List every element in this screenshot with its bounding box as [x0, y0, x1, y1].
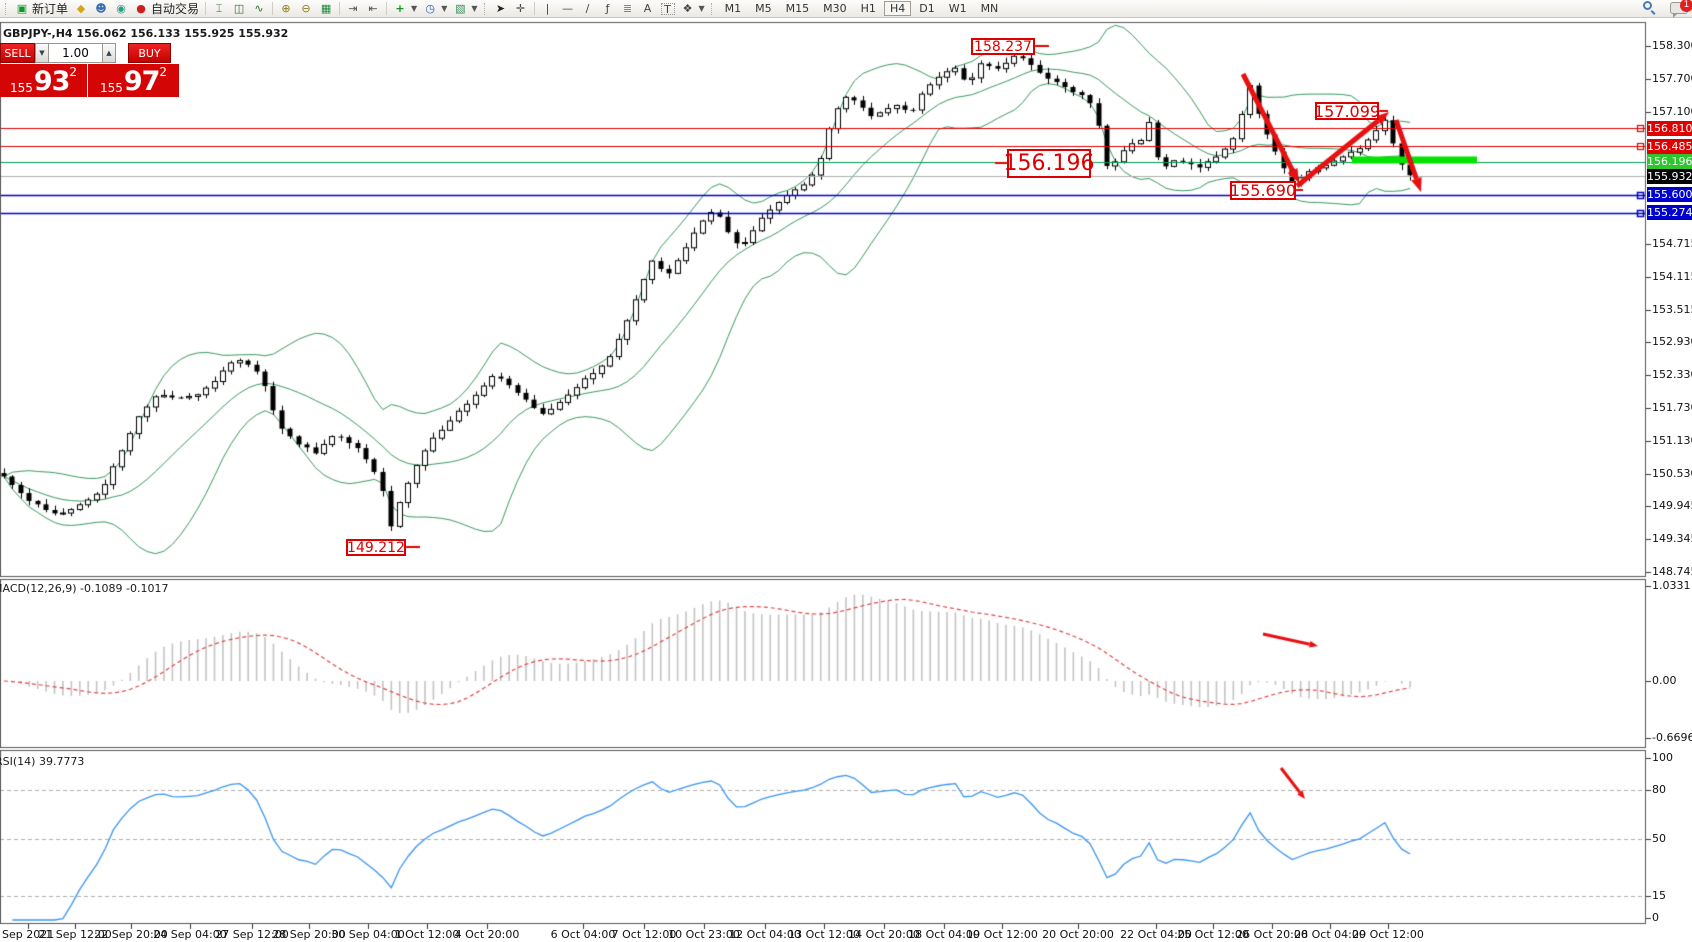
sell-button[interactable]: SELL [0, 43, 35, 63]
template-icon: ▧ [455, 1, 466, 15]
auto-scroll-button[interactable]: ⇥ [343, 1, 363, 17]
tile-windows-icon: ▦ [320, 1, 332, 15]
vertical-line-icon: | [545, 1, 550, 15]
timeframe-H1[interactable]: H1 [860, 2, 876, 15]
auto-scroll-icon: ⇥ [348, 1, 358, 15]
zoom-in-button[interactable]: ⊕ [276, 1, 296, 17]
volume-increase-button[interactable]: ▲ [102, 43, 116, 63]
buy-price-big: 97 [123, 66, 161, 97]
text-tool[interactable]: A [638, 1, 658, 17]
timeframe-M1[interactable]: M1 [724, 2, 742, 15]
dropdown-caret-icon: ▼ [411, 4, 418, 13]
buy-price-box[interactable]: 155 97 2 [88, 64, 179, 97]
buy-price-sup: 2 [159, 65, 168, 79]
timeframe-M5[interactable]: M5 [755, 2, 772, 15]
horizontal-line-icon: — [562, 1, 573, 15]
dropdown-caret-icon: ▼ [441, 4, 448, 13]
chart-shift-icon: ⇤ [368, 1, 378, 15]
sell-price-small: 155 [9, 81, 33, 95]
channel-icon: ≣ [622, 1, 633, 15]
hline-tool[interactable]: — [558, 1, 578, 17]
autotrade-label: 自动交易 [151, 2, 200, 16]
notifications-icon[interactable]: 1 [1670, 0, 1692, 18]
shapes-tool[interactable]: ❖ ▼ [678, 1, 708, 17]
crosshair-icon: ✛ [515, 1, 526, 15]
fibonacci-tool[interactable]: ƒ [598, 1, 618, 17]
dropdown-caret-icon: ▼ [471, 4, 478, 13]
cursor-icon: ➤ [495, 1, 506, 15]
toolbar-separator [272, 2, 274, 15]
toolbar-separator [386, 2, 388, 15]
shapes-icon: ❖ [682, 1, 693, 15]
signal-icon: ◉ [116, 1, 126, 15]
autotrade-icon: ● [136, 1, 146, 15]
timeframe-W1[interactable]: W1 [948, 2, 967, 15]
tile-windows-button[interactable]: ▦ [316, 1, 336, 17]
new-order-button[interactable]: ▣ 新订单 [12, 1, 71, 17]
indicators-button[interactable]: + ▼ [390, 1, 420, 17]
zoom-out-button[interactable]: ⊖ [296, 1, 316, 17]
timeframe-M15[interactable]: M15 [785, 2, 810, 15]
toolbar-grip [5, 2, 9, 15]
signal-button[interactable]: ◉ [111, 1, 131, 17]
vline-tool[interactable]: | [538, 1, 558, 17]
line-chart-icon: ∿ [254, 1, 264, 15]
trendline-tool[interactable]: ∕ [578, 1, 598, 17]
sell-price-box[interactable]: 155 93 2 [0, 64, 87, 97]
chart-shift-button[interactable]: ⇤ [363, 1, 383, 17]
buy-price-small: 155 [99, 81, 123, 95]
timeframe-D1[interactable]: D1 [919, 2, 935, 15]
channel-tool[interactable]: ≣ [618, 1, 638, 17]
highlighter-icon: ◆ [76, 1, 86, 15]
fibonacci-icon: ƒ [605, 1, 610, 15]
timeframe-MN[interactable]: MN [980, 2, 999, 15]
toolbar-separator [533, 2, 535, 15]
volume-input[interactable] [49, 43, 102, 63]
volume-decrease-button[interactable]: ▼ [35, 43, 49, 63]
candlestick-icon: ◫ [233, 1, 245, 15]
candle-chart-button[interactable]: ◫ [229, 1, 249, 17]
dropdown-caret-icon: ▼ [698, 4, 705, 13]
profile-button[interactable]: ☻ [91, 1, 111, 17]
timeframe-M30[interactable]: M30 [823, 2, 847, 15]
toolbar-separator [205, 2, 207, 15]
toolbar-grip [483, 2, 488, 15]
crosshair-tool[interactable]: ✛ [511, 1, 531, 17]
periods-button[interactable]: ◷ ▼ [420, 1, 450, 17]
highlight-button[interactable]: ◆ [71, 1, 91, 17]
toolbar-grip [710, 2, 715, 15]
add-indicator-icon: + [395, 1, 405, 15]
zoom-in-icon: ⊕ [281, 1, 291, 15]
new-order-label: 新订单 [32, 2, 69, 16]
notification-badge: 1 [1680, 0, 1692, 12]
templates-button[interactable]: ▧ ▼ [450, 1, 480, 17]
text-icon: A [643, 1, 652, 15]
sell-price-big: 93 [33, 66, 71, 97]
new-order-icon: ▣ [16, 1, 28, 15]
text-label-icon: T [660, 2, 675, 15]
bar-chart-button[interactable]: ⌶ [209, 1, 229, 17]
trendline-icon: ∕ [585, 1, 590, 15]
cursor-tool[interactable]: ➤ [491, 1, 511, 17]
one-click-trade-panel: SELL ▼ ▲ BUY 155 93 2 155 97 2 [0, 43, 180, 97]
line-chart-button[interactable]: ∿ [249, 1, 269, 17]
toolbar-separator [339, 2, 341, 15]
label-tool[interactable]: T [658, 1, 678, 17]
sell-price-sup: 2 [69, 65, 78, 79]
search-icon[interactable] [1643, 1, 1656, 15]
profile-icon: ☻ [95, 1, 107, 15]
top-toolbar: ▣ 新订单 ◆ ☻ ◉ ● 自动交易 ⌶ ◫ ∿ ⊕ ⊖ ▦ ⇥ ⇤ + ▼ ◷ ▼… [0, 0, 1692, 18]
timeframe-H4[interactable]: H4 [883, 1, 912, 16]
clock-icon: ◷ [425, 1, 435, 15]
buy-button[interactable]: BUY [128, 43, 171, 63]
zoom-out-icon: ⊖ [301, 1, 311, 15]
bar-chart-icon: ⌶ [215, 1, 223, 15]
autotrade-button[interactable]: ● 自动交易 [131, 1, 202, 17]
